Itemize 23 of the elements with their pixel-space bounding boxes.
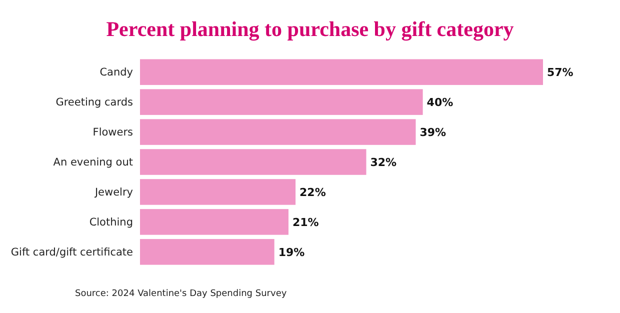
y-tick-label: Clothing xyxy=(89,216,133,228)
source-note: Source: 2024 Valentine's Day Spending Survey xyxy=(75,289,288,299)
y-tick-label: Jewelry xyxy=(94,186,133,198)
bar xyxy=(140,89,423,115)
bar xyxy=(140,179,296,205)
data-label: 40% xyxy=(426,96,454,109)
data-label: 57% xyxy=(547,66,574,79)
bar xyxy=(140,119,416,145)
data-label: 22% xyxy=(300,186,326,199)
data-label: 19% xyxy=(278,246,305,259)
bar xyxy=(140,149,366,175)
data-label: 21% xyxy=(292,216,319,229)
data-label: 32% xyxy=(370,156,397,169)
y-tick-label: Flowers xyxy=(92,126,133,138)
bar xyxy=(140,59,543,85)
y-tick-label: Greeting cards xyxy=(56,96,133,108)
bar xyxy=(140,239,274,265)
bar xyxy=(140,209,288,235)
chart-title: Percent planning to purchase by gift category xyxy=(106,17,514,41)
y-tick-label: Candy xyxy=(100,66,133,78)
data-label: 39% xyxy=(420,126,446,139)
y-tick-label: An evening out xyxy=(53,156,133,168)
y-tick-label: Gift card/gift certificate xyxy=(10,246,133,258)
